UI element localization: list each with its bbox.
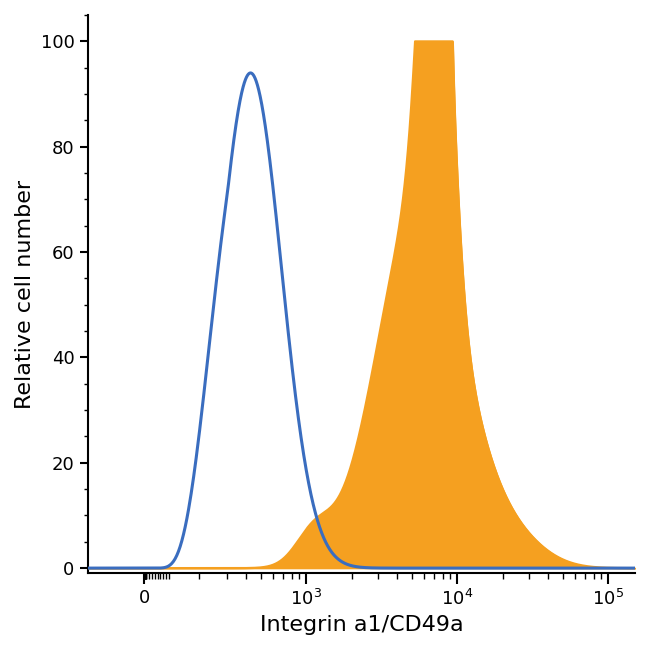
Y-axis label: Relative cell number: Relative cell number [15, 179, 35, 409]
X-axis label: Integrin a1/CD49a: Integrin a1/CD49a [259, 615, 463, 635]
